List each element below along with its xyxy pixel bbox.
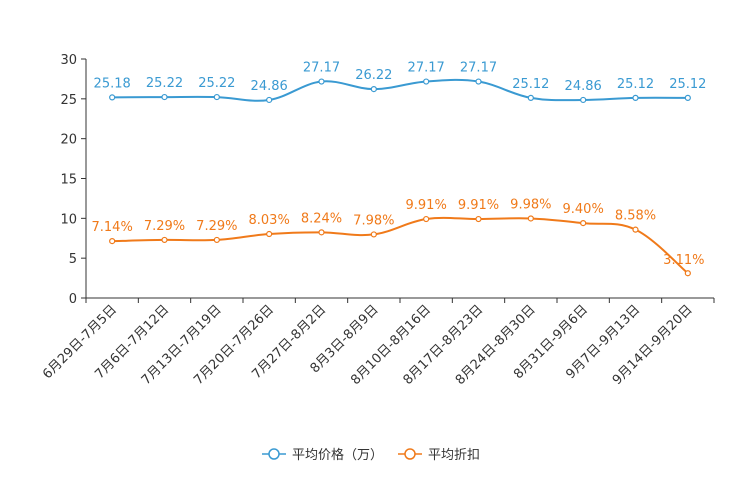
data-label: 26.22 — [355, 68, 392, 83]
data-label: 25.22 — [198, 76, 235, 91]
data-point — [370, 86, 377, 93]
series-line — [112, 216, 689, 274]
y-tick-label: 30 — [60, 53, 77, 68]
data-label: 25.12 — [669, 77, 706, 92]
data-point — [527, 215, 534, 222]
data-label: 25.22 — [146, 76, 183, 91]
data-label: 7.29% — [144, 219, 185, 234]
y-tick-label: 25 — [60, 93, 77, 108]
data-label: 9.91% — [406, 198, 447, 213]
data-label: 9.98% — [510, 197, 551, 212]
data-label: 7.14% — [92, 220, 133, 235]
data-point — [109, 238, 116, 245]
data-label: 24.86 — [251, 79, 288, 94]
y-axis: 0 5 10 15 20 25 30 — [60, 53, 87, 307]
y-tick-label: 10 — [60, 212, 77, 227]
series-0: 25.18 25.22 25.22 24.86 27.17 26.22 27.17 27.17… — [94, 61, 706, 104]
data-label: 7.98% — [353, 213, 394, 228]
y-tick-label: 20 — [60, 133, 77, 148]
series-layer: 25.18 25.22 25.22 24.86 27.17 26.22 27.17 27.17… — [92, 61, 706, 277]
data-label: 9.40% — [563, 202, 604, 217]
data-label: 27.17 — [408, 61, 445, 76]
data-point — [318, 78, 325, 85]
x-axis: 6月29日-7月5日7月6日-7月12日7月13日-7月19日7月20日-7月2… — [40, 297, 715, 388]
data-point — [632, 94, 639, 101]
data-point — [161, 93, 168, 101]
legend-label: 平均折扣 — [428, 448, 480, 463]
y-tick-label: 0 — [69, 292, 77, 307]
data-label: 25.18 — [94, 76, 131, 91]
data-point — [318, 229, 325, 236]
data-label: 24.86 — [565, 79, 602, 94]
series-1: 7.14% 7.29% 7.29% 8.03% 8.24% 7.98% 9.91% 9.91%… — [92, 197, 704, 277]
legend-marker — [268, 448, 280, 460]
data-point — [632, 226, 639, 233]
data-point — [266, 230, 273, 238]
y-tick-label: 15 — [60, 173, 77, 188]
y-tick-label: 5 — [69, 252, 77, 267]
data-point — [213, 236, 220, 244]
data-point — [423, 215, 430, 223]
data-label: 8.58% — [615, 209, 656, 224]
data-label: 27.17 — [460, 61, 497, 76]
data-point — [475, 215, 482, 223]
data-label: 8.03% — [249, 213, 290, 228]
data-point — [527, 94, 534, 101]
data-point — [684, 270, 691, 277]
data-label: 8.24% — [301, 211, 342, 226]
legend-marker — [404, 448, 416, 460]
data-point — [370, 231, 377, 238]
data-point — [580, 220, 587, 227]
legend-item-1: 平均折扣 — [398, 448, 480, 463]
data-point — [423, 78, 430, 85]
data-point — [109, 94, 116, 101]
data-label: 27.17 — [303, 61, 340, 76]
data-label: 25.12 — [512, 77, 549, 92]
data-label: 9.91% — [458, 198, 499, 213]
data-point — [266, 96, 273, 104]
legend-label: 平均价格（万） — [292, 447, 383, 463]
data-label: 25.12 — [617, 77, 654, 92]
legend: 平均价格（万） 平均折扣 — [262, 447, 480, 463]
data-point — [684, 94, 691, 101]
data-point — [475, 78, 482, 85]
legend-item-0: 平均价格（万） — [262, 447, 383, 463]
data-point — [161, 236, 168, 244]
series-line — [112, 78, 688, 102]
data-label: 7.29% — [196, 219, 237, 234]
data-point — [213, 93, 220, 101]
data-point — [580, 96, 587, 104]
data-label: 3.11% — [663, 253, 704, 268]
